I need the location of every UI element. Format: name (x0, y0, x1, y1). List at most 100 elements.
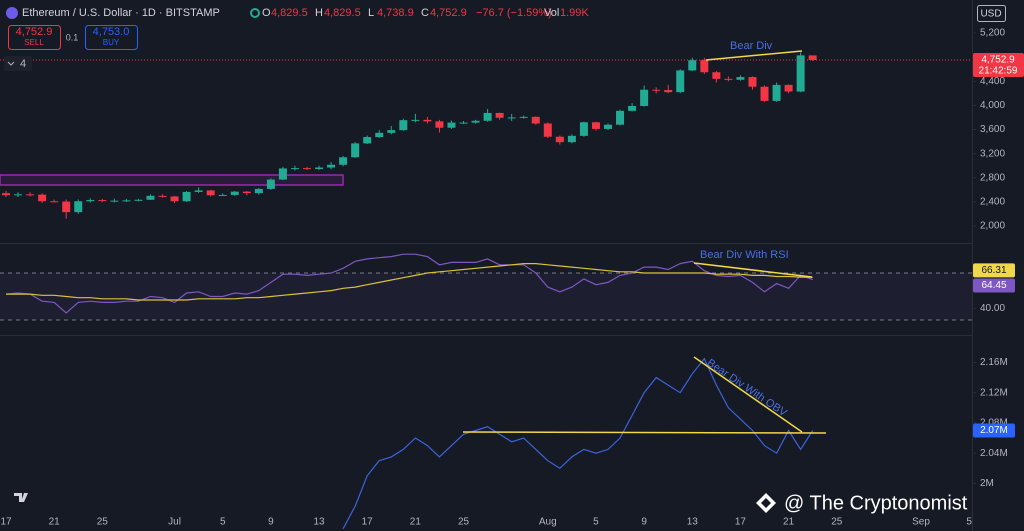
y-tick-label: 40.00 (980, 303, 1005, 314)
trend-line (462, 431, 827, 434)
candle-body (760, 86, 769, 101)
trend-line (705, 50, 803, 61)
x-tick-label: 9 (641, 517, 647, 528)
buy-button[interactable] (85, 25, 138, 50)
candle-body (62, 201, 71, 213)
y-tick-label: 2M (980, 478, 994, 489)
x-tick-label: 5 (593, 517, 599, 528)
candle-body (315, 167, 324, 170)
candle-body (724, 78, 733, 80)
candle-body (796, 55, 805, 92)
vol: 1.99K (560, 7, 589, 19)
x-tick-label: 17 (735, 517, 747, 528)
candle-body (471, 120, 480, 123)
x-tick-label: 21 (49, 517, 61, 528)
candle-body (303, 168, 311, 170)
y-tick-label: 4,000 (980, 100, 1005, 111)
series-line (342, 357, 814, 529)
candle-body (242, 191, 251, 194)
candle-body (604, 124, 612, 129)
last-price: 4,752.9 (981, 55, 1015, 66)
candle-body (688, 60, 697, 71)
candle-body (591, 122, 600, 129)
indicator-count: 4 (20, 58, 26, 70)
candle-body (86, 200, 95, 202)
symbol: Ethereum / U.S. Dollar · 1D · BITSTAMP (22, 7, 220, 19)
countdown: 21:42:59 (979, 66, 1018, 77)
y-tick-label: 2,800 (980, 172, 1005, 183)
zone-rectangle (0, 174, 344, 186)
chevron (7, 61, 15, 66)
x-tick-label: 21 (783, 517, 795, 528)
x-tick-label: 17 (0, 517, 12, 528)
annotation: Bear Div With RSI (700, 249, 789, 261)
candle-body (170, 196, 179, 202)
candle-body (327, 164, 336, 168)
watermark-icon (756, 493, 776, 513)
candle-body (158, 195, 167, 197)
candle-body (122, 200, 131, 202)
y-tick-label: 2,400 (980, 197, 1005, 208)
annotation: Bear Div (730, 40, 773, 52)
candle-body (435, 121, 444, 128)
ohlc-value: 4,738.9 (377, 7, 414, 19)
symbol-icon (6, 7, 18, 19)
x-tick-label: Jul (168, 517, 181, 528)
x-tick-label: 25 (831, 517, 843, 528)
y-tick-label: 2.16M (980, 357, 1008, 368)
candle-body (411, 119, 420, 121)
candle-body (772, 84, 781, 101)
x-tick-label: 13 (687, 517, 699, 528)
y-tick-label: 2,000 (980, 221, 1005, 232)
candle-body (616, 110, 625, 125)
last-value: 64.45 (981, 280, 1006, 291)
candle-body (98, 200, 107, 202)
candle-body (74, 201, 83, 213)
candle-body (206, 190, 215, 196)
x-tick-label: Aug (539, 517, 557, 528)
candle-body (784, 84, 793, 92)
status-dot (250, 8, 260, 18)
x-tick-label: Sep (912, 517, 930, 528)
x-tick-label: 21 (410, 517, 422, 528)
candle-body (531, 116, 540, 124)
candle-body (652, 89, 661, 91)
x-tick-label: 5 (966, 517, 972, 528)
candle-body (182, 191, 191, 202)
candle-body (736, 77, 745, 80)
candle-body (567, 135, 576, 143)
sell-button[interactable] (8, 25, 61, 50)
candle-body (38, 194, 47, 202)
indicator-toggle[interactable] (4, 56, 32, 71)
candle-body (808, 55, 817, 61)
ohlc-value: 4,829.5 (324, 7, 361, 19)
logo (14, 493, 28, 502)
trend-line (693, 262, 813, 278)
x-tick-label: 5 (220, 517, 226, 528)
candle-body (700, 60, 709, 73)
candle-body (351, 143, 360, 158)
candle-body (375, 132, 384, 138)
currency-button[interactable] (977, 5, 1006, 22)
candle-body (14, 194, 23, 196)
y-tick-label: 3,600 (980, 124, 1005, 135)
candle-body (230, 191, 239, 195)
candle-body (664, 90, 673, 93)
candle-body (339, 157, 348, 165)
candle-body (676, 70, 685, 93)
y-tick-label: 2.08M (980, 418, 1008, 429)
candle-body (628, 106, 637, 111)
sell-price: 4,752.9 (16, 26, 53, 38)
x-tick-label: 17 (362, 517, 374, 528)
ohlc-key: C (421, 7, 429, 19)
watermark: @ The Cryptonomist (784, 492, 968, 514)
ohlc: O 4,829.5 H 4,829.5 L 4,738.9 C 4,752.9 (262, 7, 467, 19)
x-tick-label: 9 (268, 517, 274, 528)
candle-body (50, 201, 59, 203)
candle-body (146, 195, 155, 200)
x-tick-label: 25 (97, 517, 109, 528)
candle-body (748, 77, 757, 87)
candle-body (110, 200, 119, 202)
candle-body (290, 168, 299, 170)
